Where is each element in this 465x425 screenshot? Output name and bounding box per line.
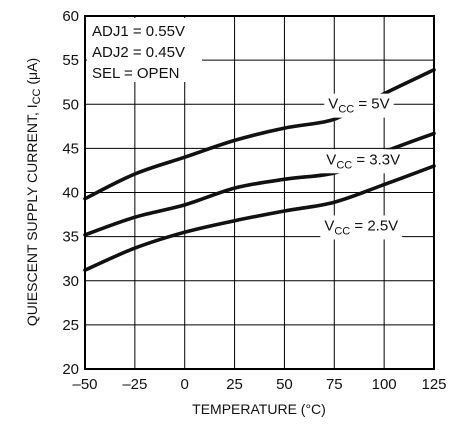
y-tick-label: 60: [62, 8, 79, 25]
series-label-rest: = 2.5V: [350, 217, 398, 234]
x-tick-label: 100: [372, 376, 397, 393]
series-label-background: [320, 215, 403, 240]
x-tick-label: 125: [421, 376, 446, 393]
conditions-box: ADJ1 = 0.55V ADJ2 = 0.45V SEL = OPEN: [87, 18, 202, 82]
condition-adj1: ADJ1 = 0.55V: [92, 23, 185, 40]
series-label-main: V: [326, 151, 336, 168]
y-tick-label: 30: [62, 273, 79, 290]
y-tick-label: 25: [62, 317, 79, 334]
series-line-2: [83, 164, 436, 272]
x-tick-label: 25: [226, 376, 243, 393]
series-label-2: VCC = 2.5V: [324, 217, 398, 237]
y-axis-title-sub: CC: [31, 88, 43, 104]
y-tick-label: 55: [62, 52, 79, 69]
y-tick-label: 50: [62, 96, 79, 113]
series-label-rest: = 5V: [354, 96, 389, 113]
series-label-rest: = 3.3V: [352, 151, 400, 168]
x-tick-label: 0: [181, 376, 189, 393]
x-axis-title: TEMPERATURE (°C): [192, 401, 326, 417]
series-label-sub: CC: [336, 159, 352, 171]
y-tick-label: 35: [62, 229, 79, 246]
x-tick-label: 50: [276, 376, 293, 393]
x-tick-label: 75: [326, 376, 343, 393]
y-axis-title-main: QUIESCENT SUPPLY CURRENT, I: [24, 104, 40, 326]
series-label-1: VCC = 3.3V: [326, 151, 400, 171]
y-axis-title-unit: (μA): [24, 58, 40, 89]
series-label-sub: CC: [338, 104, 354, 116]
condition-sel: SEL = OPEN: [92, 65, 179, 82]
tick-label-layer: –50 –25 0 25 50 75 100 125 20 25 30 35 40 45 50 55 60: [62, 8, 446, 393]
x-tick-label: –25: [122, 376, 147, 393]
series-label-0: VCC = 5V: [328, 96, 389, 116]
y-tick-label: 20: [62, 361, 79, 378]
condition-adj2: ADJ2 = 0.45V: [92, 44, 185, 61]
plot-frame: [84, 15, 435, 370]
x-tick-label: –50: [72, 376, 97, 393]
series-line-0: [83, 68, 436, 201]
y-tick-label: 45: [62, 140, 79, 157]
grid-layer: [85, 16, 434, 369]
conditions-background: [87, 18, 202, 82]
series-label-sub: CC: [334, 225, 350, 237]
series-label-background: [322, 149, 405, 174]
y-axis-title: QUIESCENT SUPPLY CURRENT, ICC (μA): [24, 58, 43, 326]
series-label-background: [324, 93, 394, 118]
y-tick-label: 40: [62, 185, 79, 202]
series-label-main: V: [328, 96, 338, 113]
series-label-main: V: [324, 217, 334, 234]
